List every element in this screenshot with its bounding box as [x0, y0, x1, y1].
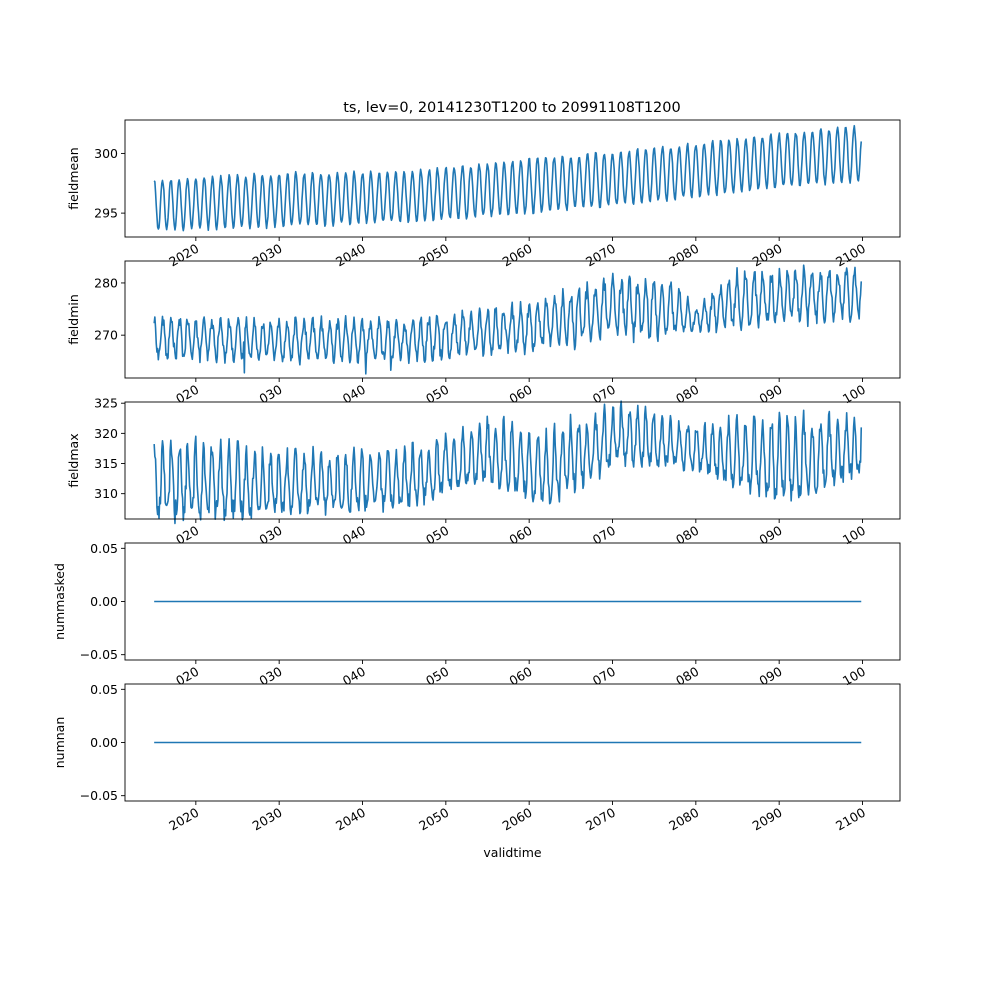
series-line-fieldmin	[153, 264, 863, 375]
xtick-label: 2100	[833, 805, 868, 834]
ylabel-fieldmin: fieldmin	[66, 294, 81, 345]
xtick-label: 090	[757, 664, 785, 689]
xtick-label: 2020	[166, 805, 201, 834]
xtick-label: 030	[257, 664, 285, 689]
xtick-label: 2100	[833, 241, 868, 270]
ylabel-fieldmean: fieldmean	[66, 147, 81, 209]
xtick-label: 2090	[750, 805, 785, 834]
xtick-label: 2090	[750, 241, 785, 270]
xtick-label: 2030	[250, 241, 285, 270]
xtick-label: 2050	[416, 241, 451, 270]
xtick-label: 2030	[250, 805, 285, 834]
xtick-label: 030	[257, 523, 285, 548]
panel-fieldmean: 295 300 2020 2030 2040 2050 2060 2070 2080 2090 21…	[66, 119, 901, 270]
xtick-label: 2070	[583, 805, 618, 834]
ytick-label: 310	[94, 486, 118, 501]
xtick-label: 040	[340, 523, 368, 548]
xtick-label: 070	[590, 382, 618, 407]
ylabel-numnan: numnan	[52, 717, 67, 769]
ytick-label: 325	[94, 396, 118, 411]
xtick-label: 070	[590, 523, 618, 548]
ylabel-nummasked: nummasked	[52, 563, 67, 640]
ytick-label: 295	[94, 206, 118, 221]
ylabel-fieldmax: fieldmax	[66, 433, 81, 487]
series-line-fieldmean	[153, 124, 863, 232]
axes-frame-fieldmax	[124, 401, 901, 520]
xtick-label: 2080	[666, 805, 701, 834]
xtick-label: 2080	[666, 241, 701, 270]
axes-frame-fieldmin	[124, 260, 901, 379]
ytick-label: 320	[94, 426, 118, 441]
ytick-label: 0.00	[90, 735, 118, 750]
xlabel: validtime	[483, 845, 541, 860]
panel-fieldmax: 310 315 320 325 020 030 040 050 060 070 080 090 100 f…	[66, 396, 901, 548]
axes-frame-fieldmean	[124, 119, 901, 238]
xtick-label: 090	[757, 523, 785, 548]
xtick-label: 2060	[500, 241, 535, 270]
panel-fieldmin: 270 280 020 030 040 050 060 070 080 090 100 fieldmi…	[66, 260, 901, 407]
xtick-label: 080	[673, 382, 701, 407]
series-line-fieldmax	[153, 400, 863, 525]
xtick-label: 040	[340, 664, 368, 689]
xtick-label: 050	[423, 664, 451, 689]
xtick-label: 100	[840, 523, 868, 548]
xtick-label: 2020	[166, 241, 201, 270]
xtick-label: 050	[423, 382, 451, 407]
xtick-label: 020	[173, 382, 201, 407]
xtick-label: 020	[173, 523, 201, 548]
ytick-label: 280	[94, 275, 118, 290]
xtick-label: 2050	[416, 805, 451, 834]
ytick-label: −0.05	[80, 788, 118, 803]
xtick-label: 030	[257, 382, 285, 407]
xtick-label: 050	[423, 523, 451, 548]
ytick-label: 0.00	[90, 594, 118, 609]
xtick-label: 2040	[333, 241, 368, 270]
xtick-label: 020	[173, 664, 201, 689]
ytick-label: 0.05	[90, 682, 118, 697]
xtick-label: 2070	[583, 241, 618, 270]
panel-numnan: −0.05 0.00 0.05 2020 2030 2040 2050 2060 2070 208…	[52, 682, 901, 860]
ytick-label: 0.05	[90, 541, 118, 556]
xtick-label: 100	[840, 664, 868, 689]
xtick-label: 2040	[333, 805, 368, 834]
xtick-label: 040	[340, 382, 368, 407]
xtick-label: 2060	[500, 805, 535, 834]
xtick-label: 060	[507, 523, 535, 548]
xtick-label: 100	[840, 382, 868, 407]
ytick-label: −0.05	[80, 647, 118, 662]
xtick-label: 060	[507, 664, 535, 689]
xtick-label: 080	[673, 664, 701, 689]
xtick-label: 060	[507, 382, 535, 407]
panel-nummasked: −0.05 0.00 0.05 020 030 040 050 060 070 080 090 100…	[52, 541, 901, 689]
ytick-label: 270	[94, 328, 118, 343]
figure-title: ts, lev=0, 20141230T1200 to 20991108T120…	[343, 100, 680, 116]
xtick-label: 090	[757, 382, 785, 407]
ytick-label: 300	[94, 146, 118, 161]
xtick-label: 070	[590, 664, 618, 689]
ytick-label: 315	[94, 456, 118, 471]
xtick-label: 080	[673, 523, 701, 548]
